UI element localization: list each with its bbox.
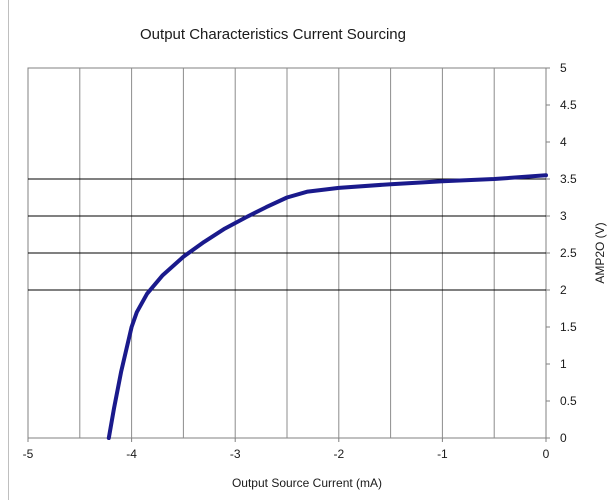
y-tick-label: 0 <box>560 431 567 445</box>
x-tick-label: -4 <box>126 447 137 461</box>
x-axis-ticks: -5 -4 -3 -2 -1 0 <box>23 438 550 461</box>
chart-title: Output Characteristics Current Sourcing <box>140 26 406 43</box>
left-border-line <box>8 0 9 500</box>
y-tick-label: 0.5 <box>560 394 577 408</box>
x-tick-label: -2 <box>333 447 344 461</box>
x-tick-label: -3 <box>230 447 241 461</box>
y-tick-label: 1.5 <box>560 320 577 334</box>
y-tick-label: 2 <box>560 283 567 297</box>
x-tick-label: 0 <box>543 447 550 461</box>
grid <box>28 68 546 438</box>
y-tick-label: 3.5 <box>560 172 577 186</box>
x-tick-label: -1 <box>437 447 448 461</box>
y-tick-label: 4 <box>560 135 567 149</box>
y-tick-label: 4.5 <box>560 98 577 112</box>
x-axis-title: Output Source Current (mA) <box>231 476 383 490</box>
series-group <box>106 173 548 440</box>
y-tick-label: 1 <box>560 357 567 371</box>
x-tick-label: -5 <box>23 447 34 461</box>
y-tick-label: 3 <box>560 209 567 223</box>
y-axis-ticks: 0 0.5 1 1.5 2 2.5 3 3.5 4 4.5 5 <box>546 61 577 445</box>
y-tick-label: 2.5 <box>560 246 577 260</box>
y-tick-label: 5 <box>560 61 567 75</box>
y-axis-title: AMP2O (V) <box>593 222 607 283</box>
series-line <box>106 173 548 440</box>
